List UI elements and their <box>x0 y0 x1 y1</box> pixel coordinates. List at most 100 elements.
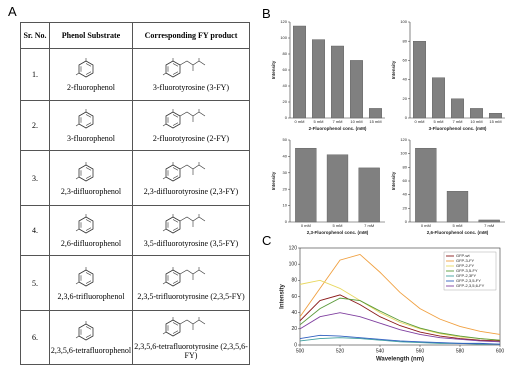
chemical-structure <box>75 321 94 341</box>
chemical-structure <box>75 214 94 234</box>
x-tick-label: 15 mM <box>369 119 381 124</box>
chemical-structure <box>75 161 94 181</box>
bar <box>331 45 344 119</box>
cell-text: 2,3-difluorotyrosine (2,3-FY) <box>143 186 239 196</box>
y-tick-label: 100 <box>400 19 407 24</box>
x-tick-label: 10 mM <box>470 119 482 124</box>
cell-text: 2,3-difluorophenol <box>60 186 122 196</box>
cell-text: 2-fluorotyrosine (2-FY) <box>152 134 230 143</box>
x-tick-label: 0 mM <box>301 223 311 228</box>
cell-text: 2,3,5,6-tetrafluorophenol <box>50 346 132 355</box>
x-axis-label: Wavelength (nm) <box>376 357 424 363</box>
chemical-structure <box>162 161 206 181</box>
x-tick-label: 0 mM <box>295 119 305 124</box>
y-tick-label: 40 <box>291 310 297 316</box>
y-tick-label: 100 <box>280 35 287 40</box>
y-tick-label: 120 <box>289 245 298 251</box>
bar <box>451 98 464 119</box>
chemical-structure <box>162 58 206 78</box>
bar <box>350 60 363 119</box>
cell-text: 4. <box>32 226 38 235</box>
y-axis-label: Intensity <box>391 171 396 190</box>
bar <box>478 219 500 223</box>
x-axis-label: 2,6-Fluorophenol conc. (mM) <box>427 230 489 235</box>
legend-label: GFP-2,3,5,6-FY <box>456 283 485 288</box>
y-tick-label: 120 <box>280 19 287 24</box>
series-line <box>299 294 501 342</box>
table-cell: 2,3-difluorotyrosine (2,3-FY) <box>132 150 250 206</box>
x-axis-label: 2-Fluorophenol conc. (mM) <box>309 126 367 131</box>
y-tick-label: 20 <box>283 99 288 104</box>
panel-label: B <box>262 6 271 21</box>
x-axis-label: 2,3-Fluorophenol conc. (mM) <box>307 230 369 235</box>
chemical-structure <box>75 266 94 286</box>
series-line <box>299 334 501 345</box>
x-tick-label: 560 <box>416 348 425 354</box>
y-tick-label: 60 <box>403 178 408 183</box>
bar <box>470 108 483 119</box>
y-tick-label: 0 <box>405 115 408 120</box>
x-tick-label: 7 mM <box>453 119 463 124</box>
y-tick-label: 30 <box>283 170 288 175</box>
chemical-structure <box>162 316 206 336</box>
table-cell: 3,5-difluorotyrosine (3,5-FY) <box>132 205 250 256</box>
bar <box>295 147 317 223</box>
legend-label: GFP-wt <box>456 253 470 258</box>
table-cell: 2,3,5-trifluorotyrosine (2,3,5-FY) <box>132 255 250 311</box>
chemical-structure <box>162 109 206 129</box>
cell-text: 5. <box>32 278 38 288</box>
x-tick-label: 5 mM <box>434 119 444 124</box>
x-tick-label: 15 mM <box>489 119 501 124</box>
y-tick-label: 10 <box>283 203 288 208</box>
bar <box>489 112 502 119</box>
bar <box>432 77 445 119</box>
x-tick-label: 7 mM <box>484 223 494 228</box>
y-tick-label: 80 <box>283 51 288 56</box>
cell-text: 6. <box>32 333 38 342</box>
x-tick-label: 540 <box>376 348 385 354</box>
y-tick-label: 0 <box>285 219 288 224</box>
table-cell: 2,3,6-trifluorophenol <box>49 255 133 311</box>
table-cell: 2. <box>20 100 50 151</box>
table-row: 5. 2,3,6-trifluorophenol 2,3,5-trifluoroty… <box>20 255 250 311</box>
x-axis-label: 3-Fluorophenol conc. (mM) <box>429 126 487 131</box>
x-tick-label: 5 mM <box>453 223 463 228</box>
y-tick-label: 80 <box>291 278 297 284</box>
chemical-structure <box>75 109 94 129</box>
table-cell: 2,3-difluorophenol <box>49 150 133 206</box>
series-line <box>299 253 501 335</box>
table-row: 4. 2,6-difluorophenol 3,5-difluorotyrosine… <box>20 205 250 256</box>
cell-text: 2,3,6-trifluorophenol <box>57 291 125 301</box>
table-cell: 3-fluorotyrosine (3-FY) <box>132 48 250 101</box>
table-cell: 6. <box>20 310 50 365</box>
header-cell: Sr. No. <box>20 22 50 49</box>
x-tick-label: 520 <box>336 348 345 354</box>
cell-text: 3,5-difluorotyrosine (3,5-FY) <box>143 239 239 248</box>
x-tick-label: 0 mM <box>421 223 431 228</box>
y-tick-label: 50 <box>283 137 288 142</box>
y-axis-label: Intensity <box>280 284 286 309</box>
y-tick-label: 20 <box>403 205 408 210</box>
chemical-structure <box>162 214 206 234</box>
x-tick-label: 500 <box>296 348 305 354</box>
y-tick-label: 40 <box>283 83 288 88</box>
y-tick-label: 0 <box>294 342 297 348</box>
table-row: 1. 2-fluorophenol 3-fluorotyrosine (3-FY) <box>20 48 250 101</box>
cell-text: 3-fluorophenol <box>67 134 115 143</box>
y-tick-label: 120 <box>400 137 407 142</box>
cell-text: 3-fluorotyrosine (3-FY) <box>152 83 230 92</box>
table-row: 2. 3-fluorophenol 2-fluorotyrosine (2-FY) <box>20 100 250 151</box>
y-axis-label: Intensity <box>271 171 276 190</box>
y-tick-label: 40 <box>283 153 288 158</box>
y-tick-label: 20 <box>283 186 288 191</box>
x-tick-label: 7 mM <box>333 119 343 124</box>
cell-text: 3. <box>32 173 38 183</box>
table-row: 6. 2,3,5,6-tetrafluorophenol 2,3,5,6-tetra… <box>20 310 250 365</box>
x-tick-label: 0 mM <box>415 119 425 124</box>
y-tick-label: 40 <box>403 192 408 197</box>
series-line <box>299 297 501 341</box>
y-tick-label: 80 <box>403 38 408 43</box>
y-tick-label: 60 <box>283 67 288 72</box>
legend-label: GFP-2-FY <box>456 263 475 268</box>
